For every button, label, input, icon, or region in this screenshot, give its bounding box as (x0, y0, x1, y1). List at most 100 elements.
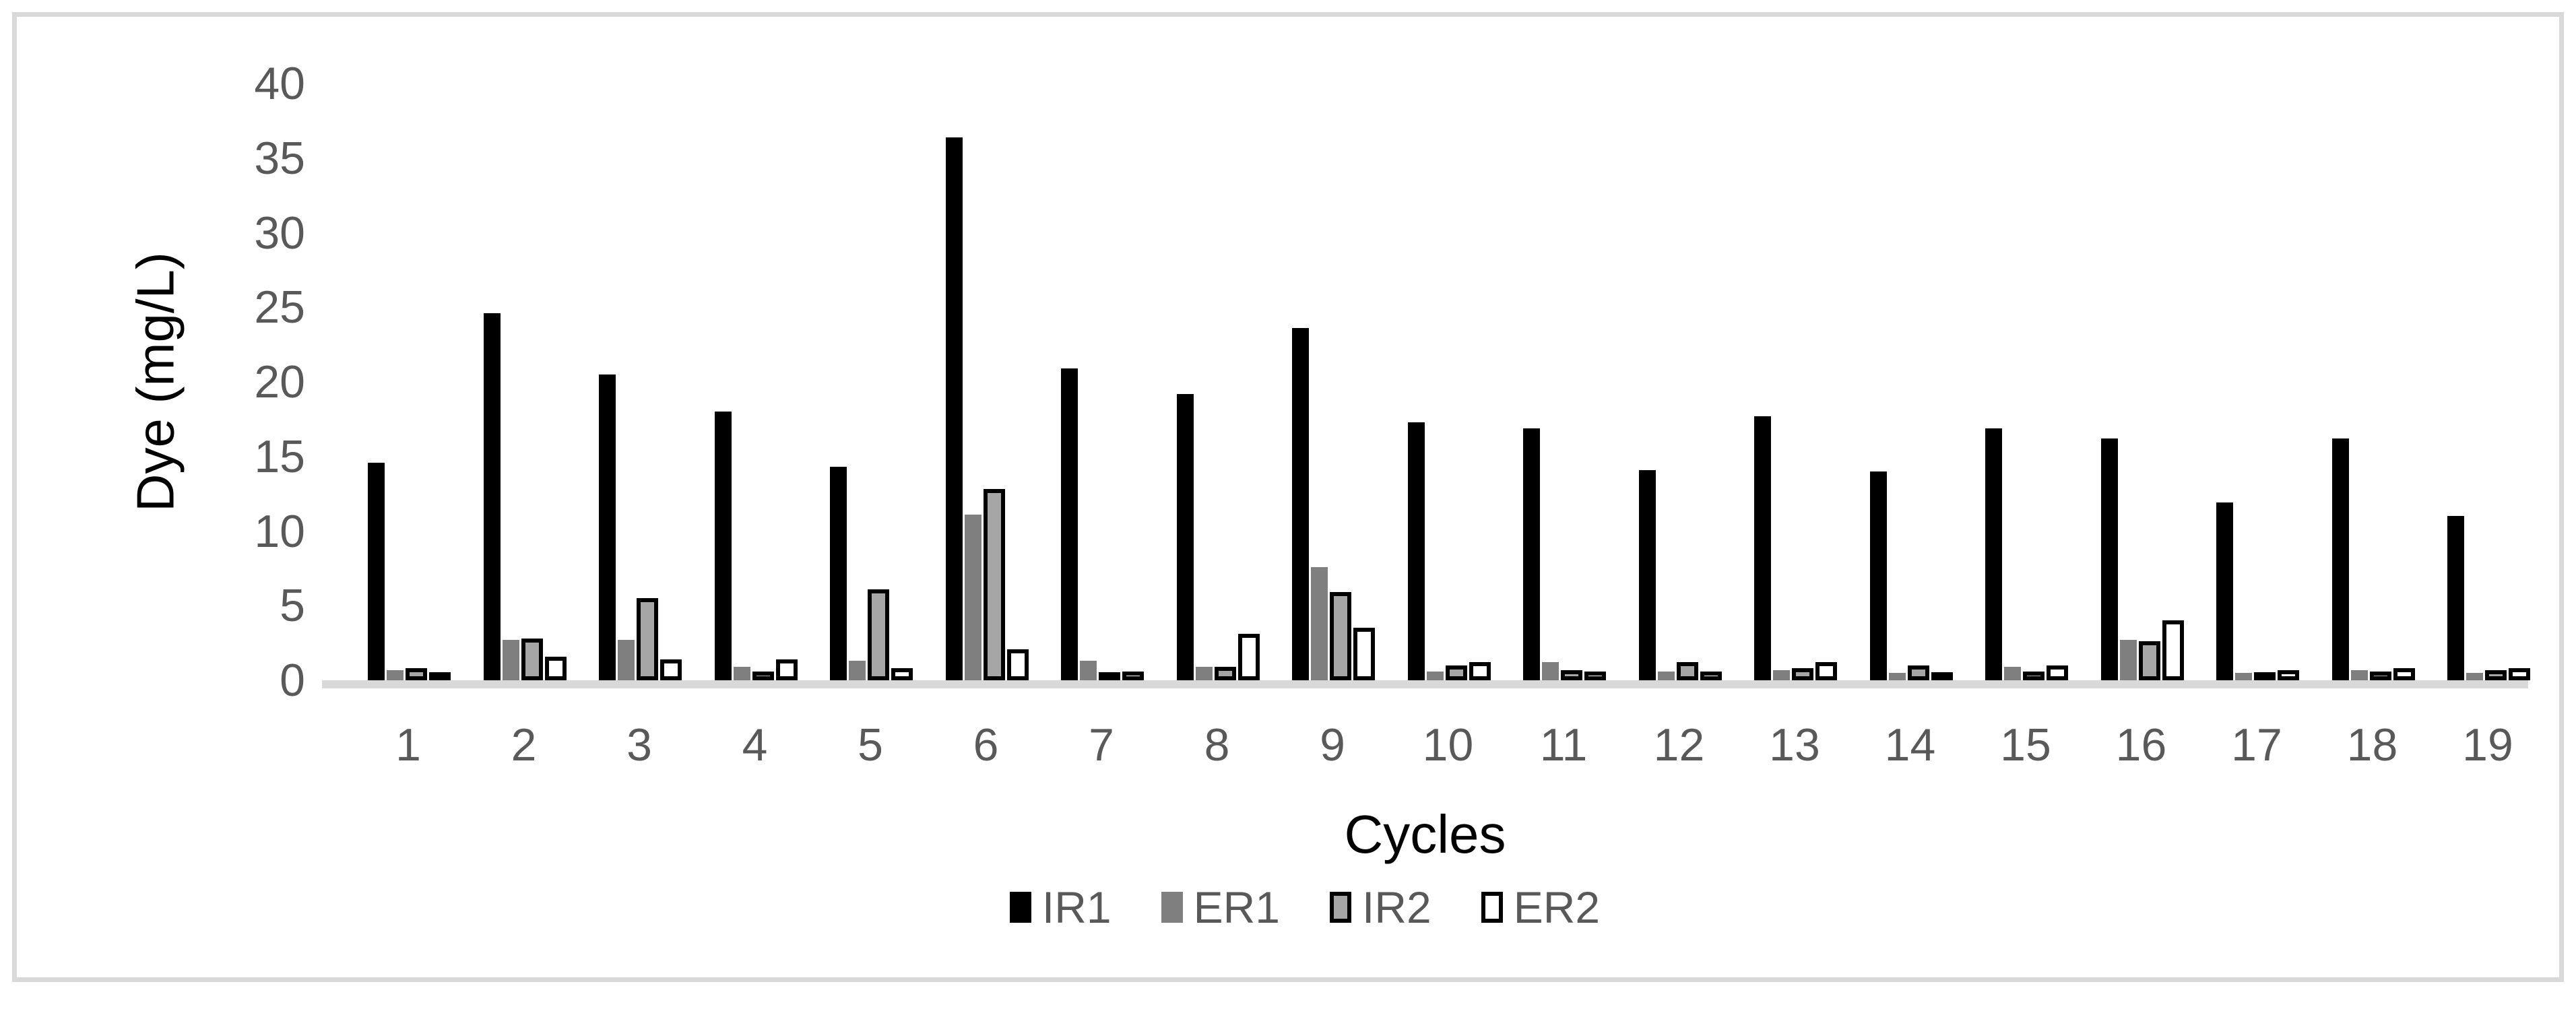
bar-ir1-cycle-13 (1754, 416, 1771, 680)
bar-group-cycle-8 (1176, 17, 1260, 680)
x-axis-line (322, 680, 2528, 688)
bar-group-cycle-2 (483, 17, 567, 680)
bar-ir2-cycle-7 (1099, 672, 1120, 680)
bar-ir2-cycle-1 (406, 668, 427, 680)
bar-group-cycle-6 (945, 17, 1029, 680)
bar-er2-cycle-15 (2047, 665, 2068, 680)
legend-item-ir2: IR2 (1330, 882, 1431, 933)
legend-label-er2: ER2 (1513, 882, 1601, 932)
bar-ir2-cycle-9 (1330, 592, 1351, 680)
bar-group-cycle-14 (1869, 17, 1953, 680)
legend-swatch-er1 (1161, 892, 1183, 923)
bar-ir1-cycle-9 (1292, 328, 1309, 680)
bar-group-cycle-11 (1523, 17, 1606, 680)
y-tick-label: 5 (280, 580, 305, 632)
bar-er2-cycle-17 (2278, 670, 2299, 680)
bar-er2-cycle-12 (1700, 671, 1722, 680)
x-tick-label-12: 12 (1653, 719, 1705, 771)
bar-er1-cycle-16 (2119, 640, 2137, 680)
x-tick-label-2: 2 (511, 719, 537, 771)
x-tick-label-1: 1 (395, 719, 421, 771)
legend-item-ir1: IR1 (1009, 882, 1112, 933)
bar-ir2-cycle-4 (752, 671, 774, 680)
bar-er1-cycle-18 (2350, 670, 2368, 680)
y-tick-label: 35 (254, 132, 305, 184)
bar-er1-cycle-17 (2235, 672, 2252, 680)
x-tick-label-8: 8 (1204, 719, 1230, 771)
bar-er1-cycle-13 (1773, 670, 1790, 680)
bar-ir1-cycle-19 (2447, 516, 2464, 680)
x-tick-label-11: 11 (1539, 719, 1588, 771)
bar-er1-cycle-1 (387, 670, 404, 680)
bar-ir2-cycle-15 (2023, 671, 2044, 680)
bar-ir1-cycle-8 (1176, 393, 1194, 680)
bar-er1-cycle-15 (2004, 667, 2021, 680)
bar-ir2-cycle-13 (1792, 668, 1813, 680)
bar-ir2-cycle-19 (2485, 670, 2507, 680)
bar-er1-cycle-5 (849, 661, 866, 680)
x-tick-label-13: 13 (1769, 719, 1820, 771)
bar-ir2-cycle-8 (1214, 667, 1236, 680)
bar-group-cycle-16 (2100, 17, 2184, 680)
bar-ir1-cycle-11 (1523, 428, 1540, 680)
y-tick-label: 10 (254, 505, 305, 557)
bar-ir1-cycle-16 (2100, 438, 2118, 680)
x-tick-label-7: 7 (1089, 719, 1114, 771)
bar-group-cycle-9 (1292, 17, 1375, 680)
bar-ir1-cycle-4 (714, 412, 732, 680)
bar-ir2-cycle-6 (983, 489, 1005, 680)
bar-ir2-cycle-17 (2254, 672, 2276, 680)
legend-item-er1: ER1 (1161, 882, 1280, 933)
bar-er1-cycle-6 (964, 515, 981, 680)
bar-er2-cycle-7 (1122, 671, 1144, 680)
bar-er1-cycle-4 (733, 667, 750, 680)
bar-group-cycle-1 (368, 17, 451, 680)
bar-ir1-cycle-14 (1869, 471, 1887, 680)
x-axis-title: Cycles (1344, 804, 1506, 864)
bar-ir2-cycle-2 (521, 638, 543, 680)
legend-label-ir1: IR1 (1041, 882, 1112, 932)
bar-ir2-cycle-10 (1445, 665, 1467, 680)
x-tick-label-5: 5 (858, 719, 883, 771)
chart-frame: Dye (mg/L) 0 5 10 15 20 25 30 35 40 1 2 3 4 5 6 7 8 9 10 1… (12, 12, 2564, 982)
bar-er1-cycle-14 (1888, 672, 1906, 680)
bar-ir2-cycle-16 (2138, 641, 2160, 680)
bar-group-cycle-13 (1754, 17, 1837, 680)
bar-er1-cycle-10 (1426, 671, 1444, 680)
bar-group-cycle-7 (1061, 17, 1144, 680)
legend-swatch-er2 (1481, 892, 1503, 923)
bar-er2-cycle-5 (891, 668, 913, 680)
bar-ir2-cycle-12 (1676, 662, 1698, 680)
y-tick-label: 15 (254, 430, 305, 482)
x-tick-label-17: 17 (2231, 719, 2282, 771)
bar-ir1-cycle-5 (830, 467, 847, 680)
bar-er2-cycle-3 (660, 659, 682, 680)
bar-ir2-cycle-5 (868, 589, 889, 680)
bar-er2-cycle-8 (1237, 634, 1260, 680)
bar-group-cycle-3 (599, 17, 682, 680)
bar-ir1-cycle-2 (483, 313, 501, 680)
bar-er1-cycle-12 (1657, 671, 1675, 680)
bar-er2-cycle-6 (1006, 649, 1029, 680)
bar-er1-cycle-11 (1542, 662, 1559, 680)
bar-er1-cycle-19 (2466, 672, 2483, 680)
bar-ir2-cycle-3 (637, 598, 658, 680)
x-tick-label-10: 10 (1422, 719, 1474, 771)
x-tick-label-18: 18 (2346, 719, 2398, 771)
bar-er2-cycle-2 (544, 656, 567, 680)
bar-group-cycle-4 (714, 17, 798, 680)
bar-er2-cycle-13 (1815, 662, 1837, 680)
bar-er1-cycle-8 (1195, 667, 1213, 680)
bar-er2-cycle-16 (2162, 620, 2184, 680)
y-tick-label: 0 (280, 655, 305, 706)
bar-er1-cycle-2 (502, 640, 519, 680)
bar-group-cycle-15 (1985, 17, 2068, 680)
bar-group-cycle-5 (830, 17, 913, 680)
bar-group-cycle-18 (2331, 17, 2415, 680)
bar-er2-cycle-9 (1353, 628, 1375, 680)
bar-er2-cycle-10 (1469, 662, 1491, 680)
bar-ir2-cycle-18 (2369, 671, 2391, 680)
legend-item-er2: ER2 (1481, 882, 1600, 933)
bar-er2-cycle-19 (2509, 668, 2530, 680)
